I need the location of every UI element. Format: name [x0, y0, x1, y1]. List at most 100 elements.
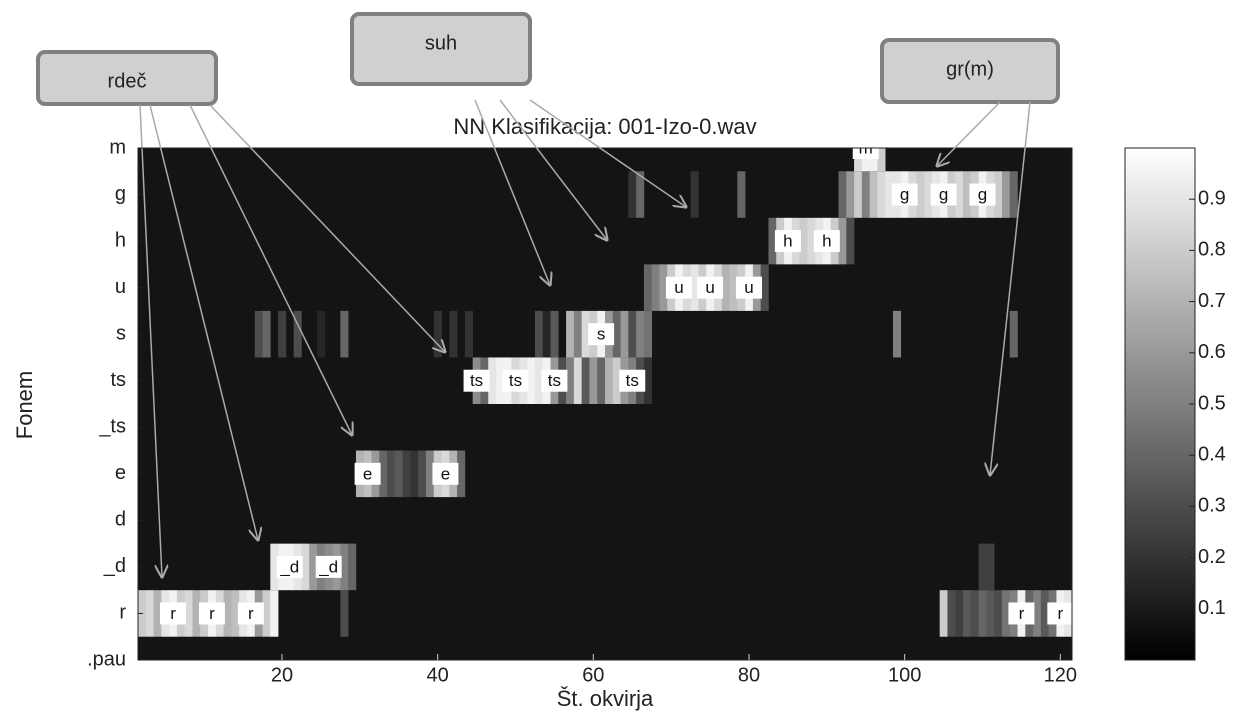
y-tick-label: e — [115, 462, 126, 484]
heat-cell — [581, 357, 590, 404]
heat-cell — [433, 310, 442, 358]
annotation-arrow — [529, 99, 686, 207]
heat-cell — [340, 590, 349, 637]
heat-cell — [947, 590, 956, 637]
cell-label-box — [198, 602, 225, 625]
heat-cell — [612, 310, 621, 358]
cell-label-box — [276, 555, 303, 578]
heat-cell — [402, 450, 411, 498]
heat-cell — [760, 264, 769, 311]
heat-cell — [348, 543, 357, 591]
heat-cell — [394, 450, 403, 498]
annotation-text: suh — [425, 32, 457, 54]
annotation-arrow — [990, 101, 1031, 475]
annotation-box — [350, 12, 532, 86]
x-tick-label: 100 — [888, 664, 921, 686]
heat-cell — [877, 171, 886, 218]
cell-label-box — [735, 276, 762, 299]
heat-cell — [690, 171, 699, 218]
annotation-arrow — [209, 104, 445, 352]
heat-cell — [184, 590, 193, 637]
heat-cell — [628, 171, 637, 218]
cell-label: e — [363, 464, 372, 483]
colorbar-tick-label: 0.9 — [1198, 187, 1226, 209]
cell-label: g — [900, 185, 909, 204]
heat-cell — [278, 310, 287, 358]
colorbar-tick-label: 0.5 — [1198, 392, 1226, 414]
heat-cell — [869, 148, 878, 172]
y-tick-label: _d — [103, 555, 126, 577]
heat-cell — [231, 590, 240, 637]
heat-cell — [293, 310, 302, 358]
cell-label-box — [1008, 602, 1035, 625]
heat-cell — [457, 450, 466, 498]
cell-label: ts — [509, 371, 522, 390]
heat-cell — [301, 543, 310, 591]
annotation-text: rdeč — [108, 70, 147, 92]
heat-cell — [963, 171, 972, 218]
heat-cell — [1009, 171, 1018, 218]
heat-cell — [340, 310, 349, 358]
cell-label: g — [939, 185, 948, 204]
heat-cell — [916, 171, 925, 218]
y-tick-label: s — [116, 322, 126, 344]
cell-label-box — [160, 602, 187, 625]
cell-label-box — [588, 323, 615, 346]
heat-cell — [846, 217, 855, 265]
heat-cell — [939, 590, 948, 637]
heat-cell — [581, 310, 590, 358]
heat-cell — [986, 543, 995, 591]
heat-cell — [877, 148, 886, 172]
heat-cell — [729, 264, 738, 311]
heat-cell — [885, 171, 894, 218]
heat-cell — [262, 310, 271, 358]
heat-cell — [651, 264, 660, 311]
plot-frame — [137, 147, 1073, 661]
heat-cell — [643, 357, 652, 404]
heat-cell — [838, 171, 847, 218]
cell-label: u — [744, 278, 753, 297]
plot-area: r r r r r _d _d e e ts ts ts ts s u u u h h g g g m — [138, 138, 1072, 660]
heat-cell — [861, 171, 870, 218]
heat-cell — [153, 590, 162, 637]
heat-cell — [807, 217, 816, 265]
cell-label: _d — [279, 557, 299, 576]
y-tick-label: u — [115, 276, 126, 298]
cell-label-box — [315, 555, 342, 578]
heat-cell — [620, 310, 629, 358]
cell-label: ts — [470, 371, 483, 390]
cell-label: h — [783, 232, 792, 251]
heat-cell — [496, 357, 505, 404]
heat-cell — [978, 543, 987, 591]
heat-cell — [768, 217, 777, 265]
heat-cell — [573, 357, 582, 404]
y-tick-label: .pau — [87, 648, 126, 670]
x-tick-label: 40 — [427, 664, 449, 686]
heat-cell — [550, 310, 559, 358]
heat-cell — [854, 148, 863, 172]
heat-cell — [317, 310, 326, 358]
heat-cell — [1009, 310, 1018, 358]
annotation-arrow — [499, 99, 607, 240]
colorbar-tick-label: 0.6 — [1198, 341, 1226, 363]
cell-label-box — [665, 276, 692, 299]
heat-cell — [643, 264, 652, 311]
heat-cell — [970, 590, 979, 637]
annotation-text: gr(m) — [946, 58, 994, 80]
y-tick-label: g — [115, 183, 126, 205]
heat-cell — [846, 171, 855, 218]
cell-label: m — [859, 138, 873, 157]
heat-cell — [589, 357, 598, 404]
cell-label: r — [1019, 604, 1025, 623]
cell-label-box — [463, 369, 490, 392]
cell-label: u — [705, 278, 714, 297]
heat-cell — [1001, 590, 1011, 637]
cell-label-box — [930, 183, 957, 206]
colorbar-tick-label: 0.1 — [1198, 597, 1226, 619]
heat-cell — [799, 217, 808, 265]
heat-cell — [636, 171, 645, 218]
heat-cell — [192, 590, 201, 637]
heat-cell — [410, 450, 419, 498]
colorbar-tick-label: 0.3 — [1198, 495, 1226, 517]
